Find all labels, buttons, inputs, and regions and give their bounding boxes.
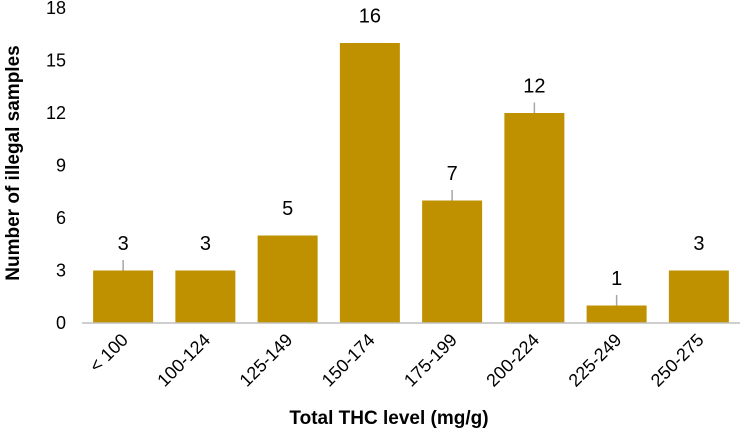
bar (93, 270, 154, 323)
y-tick-label: 9 (56, 156, 66, 176)
data-labels: 3 3 5 16 7 12 1 3 (118, 6, 705, 291)
x-tick-label: < 100 (86, 330, 132, 376)
y-tick-label: 6 (56, 208, 66, 228)
x-tick-label: 150-174 (318, 330, 379, 391)
bar (586, 305, 647, 323)
bar (422, 200, 483, 323)
data-label: 3 (118, 233, 129, 255)
y-axis-ticks: 0 3 6 9 12 15 18 (46, 0, 66, 333)
data-label: 1 (611, 268, 622, 290)
bar (504, 113, 565, 323)
data-label: 7 (447, 163, 458, 185)
x-tick-label: 175-199 (400, 330, 461, 391)
y-tick-label: 3 (56, 261, 66, 281)
y-tick-label: 0 (56, 313, 66, 333)
y-tick-label: 15 (46, 51, 66, 71)
y-tick-label: 12 (46, 103, 66, 123)
bar (668, 270, 729, 323)
data-label: 3 (693, 233, 704, 255)
data-label: 16 (359, 6, 381, 28)
data-label: 5 (282, 198, 293, 220)
x-axis-title: Total THC level (mg/g) (289, 408, 488, 429)
bar (339, 43, 400, 323)
x-tick-label: 225-249 (565, 330, 626, 391)
data-label: 12 (523, 76, 545, 98)
y-tick-label: 18 (46, 0, 66, 18)
data-label: 3 (200, 233, 211, 255)
y-axis-title: Number of illegal samples (3, 45, 24, 280)
x-tick-label: 100-124 (153, 330, 214, 391)
bars (93, 43, 729, 323)
x-tick-label: 250-275 (647, 330, 708, 391)
bar (257, 235, 318, 323)
x-axis-ticks: < 100 100-124 125-149 150-174 175-199 200-224… (86, 330, 708, 391)
bar (175, 270, 236, 323)
x-tick-label: 200-224 (482, 330, 543, 391)
x-tick-label: 125-149 (236, 330, 297, 391)
error-bars (122, 102, 618, 306)
